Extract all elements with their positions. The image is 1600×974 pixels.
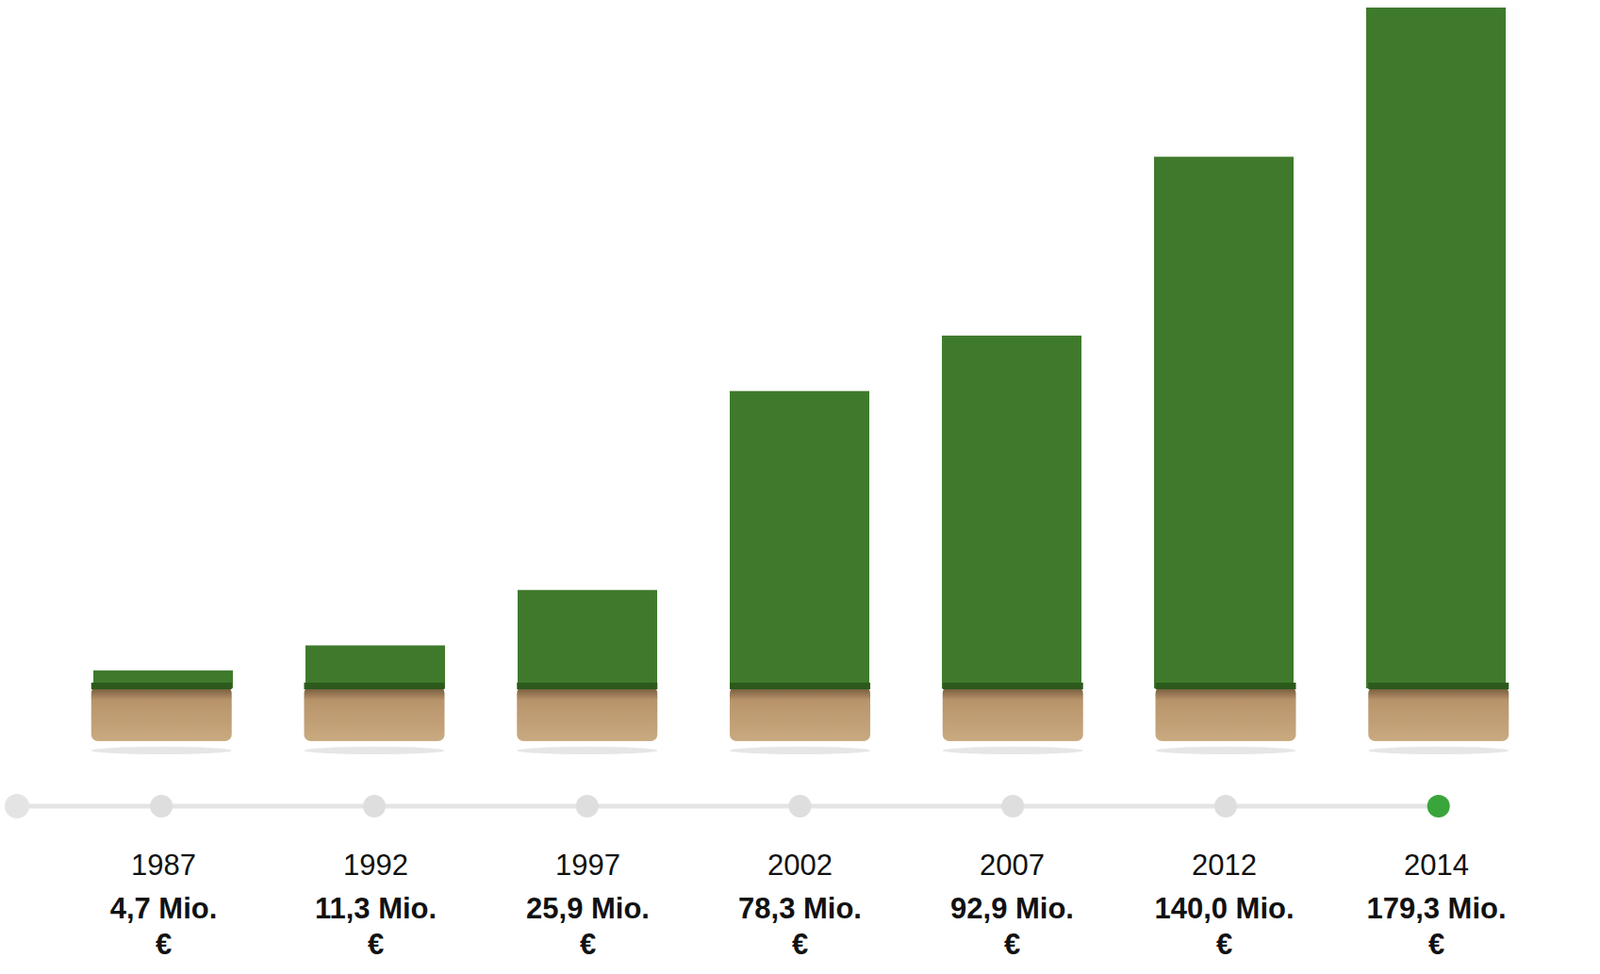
svg-text:1997: 1997 (555, 848, 621, 882)
svg-text:140,0 Mio.€: 140,0 Mio.€ (1154, 891, 1294, 962)
svg-text:25,9 Mio.€: 25,9 Mio.€ (526, 891, 650, 962)
svg-text:2012: 2012 (1191, 848, 1257, 882)
svg-text:2007: 2007 (979, 848, 1045, 882)
svg-text:11,3 Mio.€: 11,3 Mio.€ (314, 891, 437, 962)
svg-text:1992: 1992 (343, 848, 409, 882)
svg-text:179,3 Mio.€: 179,3 Mio.€ (1366, 891, 1506, 962)
svg-text:1987: 1987 (131, 848, 197, 882)
svg-text:2014: 2014 (1403, 848, 1469, 882)
svg-text:92,9 Mio.€: 92,9 Mio.€ (950, 891, 1074, 962)
svg-text:78,3 Mio.€: 78,3 Mio.€ (738, 891, 862, 962)
svg-text:4,7 Mio.€: 4,7 Mio.€ (110, 891, 218, 962)
svg-text:2002: 2002 (767, 848, 833, 882)
